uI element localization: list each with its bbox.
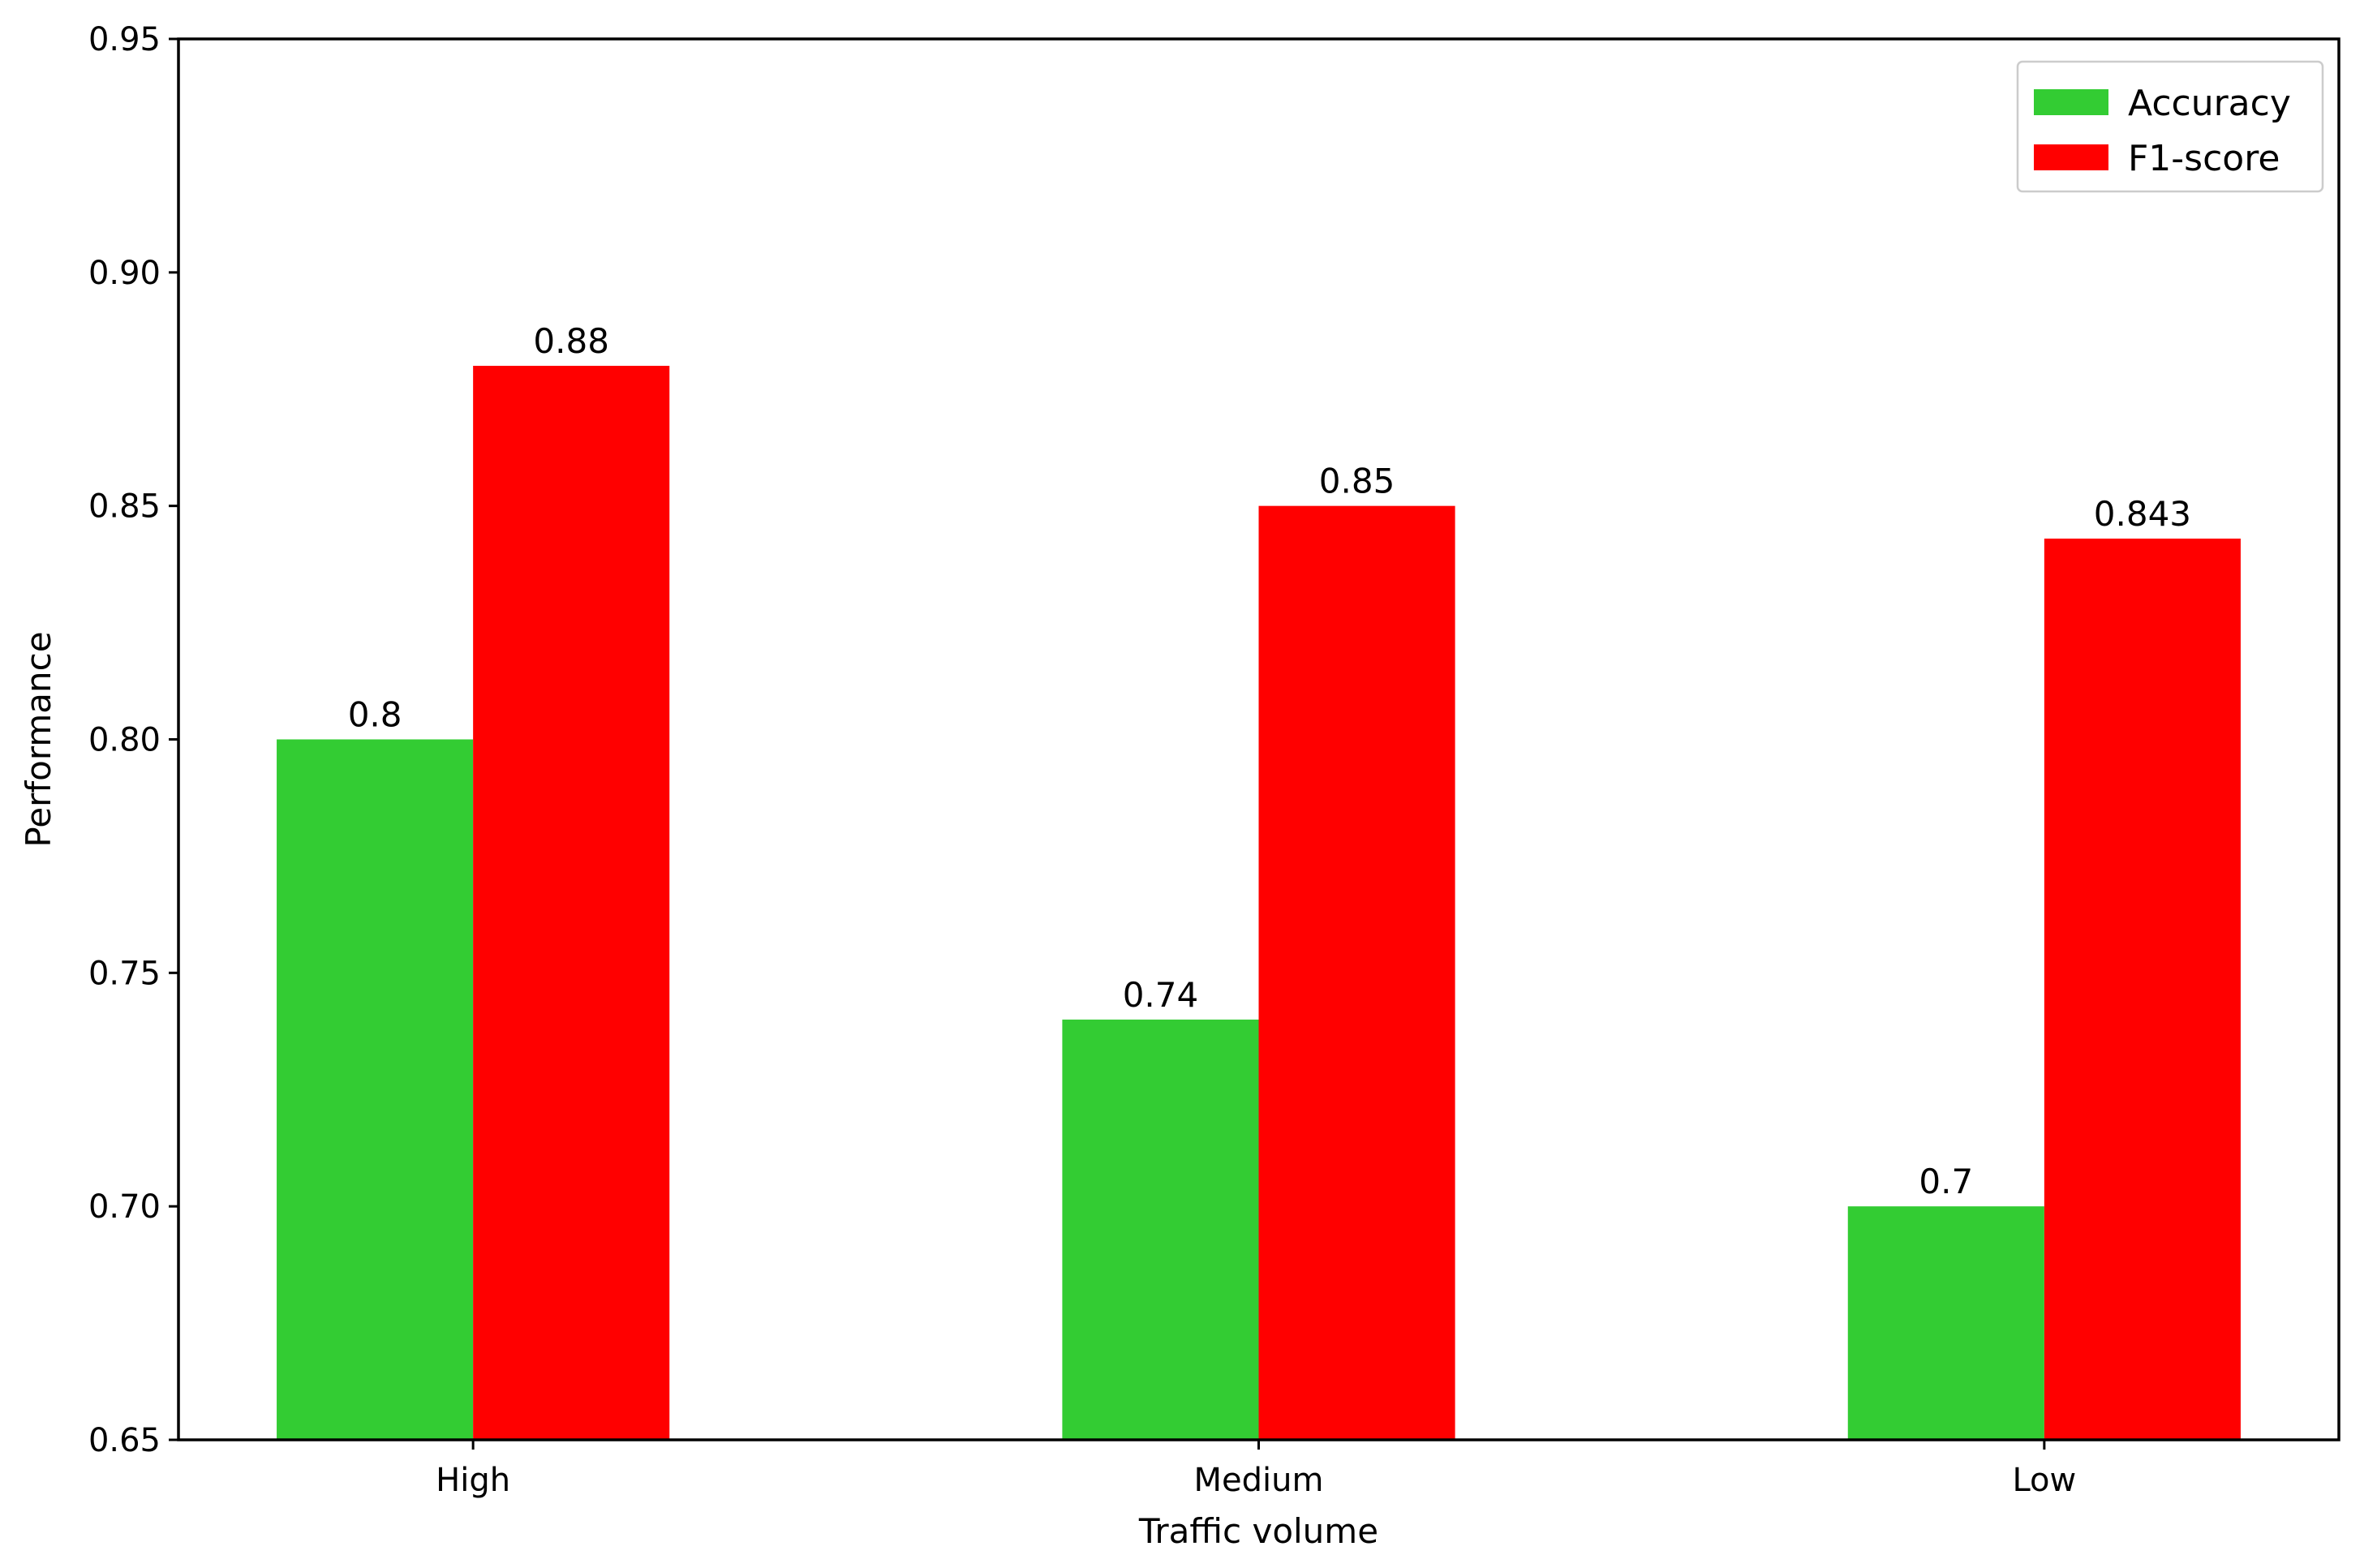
bar-value-label: 0.85 <box>1319 462 1395 501</box>
legend: Accuracy F1-score <box>2016 60 2324 193</box>
bar-f1-score-medium <box>1258 505 1455 1440</box>
x-axis-label: Traffic volume <box>1138 1511 1378 1551</box>
bars-layer <box>277 365 2241 1440</box>
y-axis-label: Performance <box>19 631 58 847</box>
bar-labels-layer: 0.8 0.74 0.7 0.88 0.85 0.843 <box>348 321 2191 1201</box>
bar-value-label: 0.8 <box>348 695 402 735</box>
bar-accuracy-high <box>277 739 474 1440</box>
bar-value-label: 0.88 <box>533 321 609 361</box>
bar-value-label: 0.7 <box>1919 1162 1973 1201</box>
y-tick-label: 0.80 <box>88 722 161 759</box>
legend-swatch <box>2034 89 2108 115</box>
x-tick-label: High <box>436 1462 510 1499</box>
y-tick-label: 0.85 <box>88 488 161 526</box>
bar-accuracy-medium <box>1062 1019 1259 1440</box>
bar-f1-score-low <box>2044 538 2241 1440</box>
x-tick-label: Low <box>2012 1462 2076 1499</box>
y-tick-label: 0.90 <box>88 255 161 292</box>
y-tick-label: 0.70 <box>88 1188 161 1226</box>
y-axis: 0.65 0.70 0.75 0.80 0.85 0.90 0.95 <box>88 21 178 1459</box>
bar-accuracy-low <box>1847 1206 2044 1440</box>
bar-value-label: 0.843 <box>2094 494 2191 534</box>
y-tick-label: 0.75 <box>88 955 161 992</box>
legend-swatch <box>2034 144 2108 170</box>
legend-entry-label: F1-score <box>2128 138 2280 179</box>
bar-f1-score-high <box>473 365 670 1440</box>
y-tick-label: 0.95 <box>88 21 161 58</box>
bar-value-label: 0.74 <box>1123 975 1199 1015</box>
y-tick-label: 0.65 <box>88 1422 161 1459</box>
x-axis: High Medium Low <box>436 1440 2076 1499</box>
x-tick-label: Medium <box>1194 1462 1324 1499</box>
legend-entry-label: Accuracy <box>2128 83 2291 124</box>
